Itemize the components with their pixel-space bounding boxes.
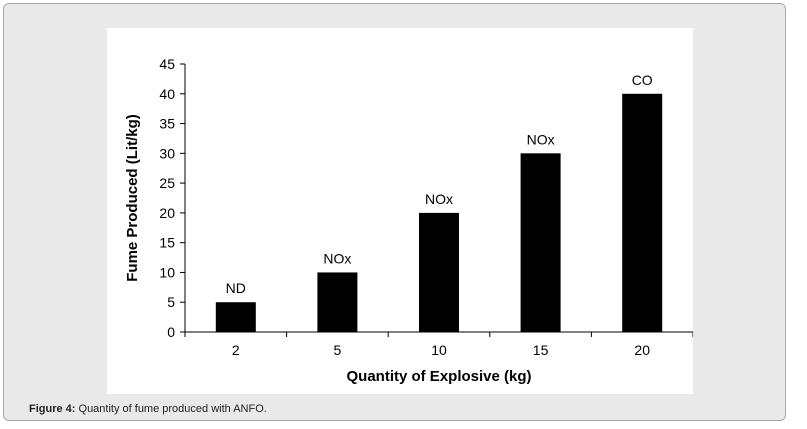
- x-tick-label: 15: [533, 342, 549, 358]
- y-tick-label: 0: [167, 324, 175, 340]
- bar-chart: 0 5 10 15 20 25 30 35 40 45 ND 2 NOx 5 NOx 10 NOx 15 CO 20 Q…: [124, 56, 693, 385]
- bar-data-label: ND: [226, 280, 246, 296]
- bar: [317, 272, 358, 332]
- y-tick-label: 40: [159, 86, 175, 102]
- x-axis-title: Quantity of Explosive (kg): [346, 368, 531, 385]
- caption-text: Quantity of fume produced with ANFO.: [75, 403, 267, 415]
- y-tick-label: 20: [159, 205, 175, 221]
- x-tick-label: 2: [232, 342, 240, 358]
- x-tick-label: 20: [634, 342, 650, 358]
- caption-label: Figure 4:: [29, 403, 76, 415]
- y-tick-label: 35: [159, 116, 175, 132]
- bar: [520, 153, 561, 332]
- y-tick-label: 5: [167, 294, 175, 310]
- bar-data-label: NOx: [323, 250, 351, 266]
- x-tick-label: 5: [334, 342, 342, 358]
- y-tick-label: 10: [159, 264, 175, 280]
- y-tick-label: 45: [159, 56, 175, 72]
- y-tick-label: 15: [159, 235, 175, 251]
- bar-data-label: CO: [632, 72, 653, 88]
- y-tick-label: 25: [159, 175, 175, 191]
- bar: [215, 302, 256, 332]
- figure-frame: 0 5 10 15 20 25 30 35 40 45 ND 2 NOx 5 NOx 10 NOx 15 CO 20 Q…: [3, 3, 786, 421]
- figure-caption: Figure 4: Quantity of fume produced with…: [29, 403, 267, 415]
- x-tick-label: 10: [431, 342, 447, 358]
- bar: [419, 212, 459, 332]
- bar-data-label: NOx: [425, 191, 453, 207]
- bar: [622, 93, 663, 333]
- chart-panel: 0 5 10 15 20 25 30 35 40 45 ND 2 NOx 5 NOx 10 NOx 15 CO 20 Q…: [107, 28, 693, 394]
- y-axis-title: Fume Produced (Lit/kg): [124, 114, 141, 282]
- bar-data-label: NOx: [527, 131, 555, 147]
- y-tick-label: 30: [159, 145, 175, 161]
